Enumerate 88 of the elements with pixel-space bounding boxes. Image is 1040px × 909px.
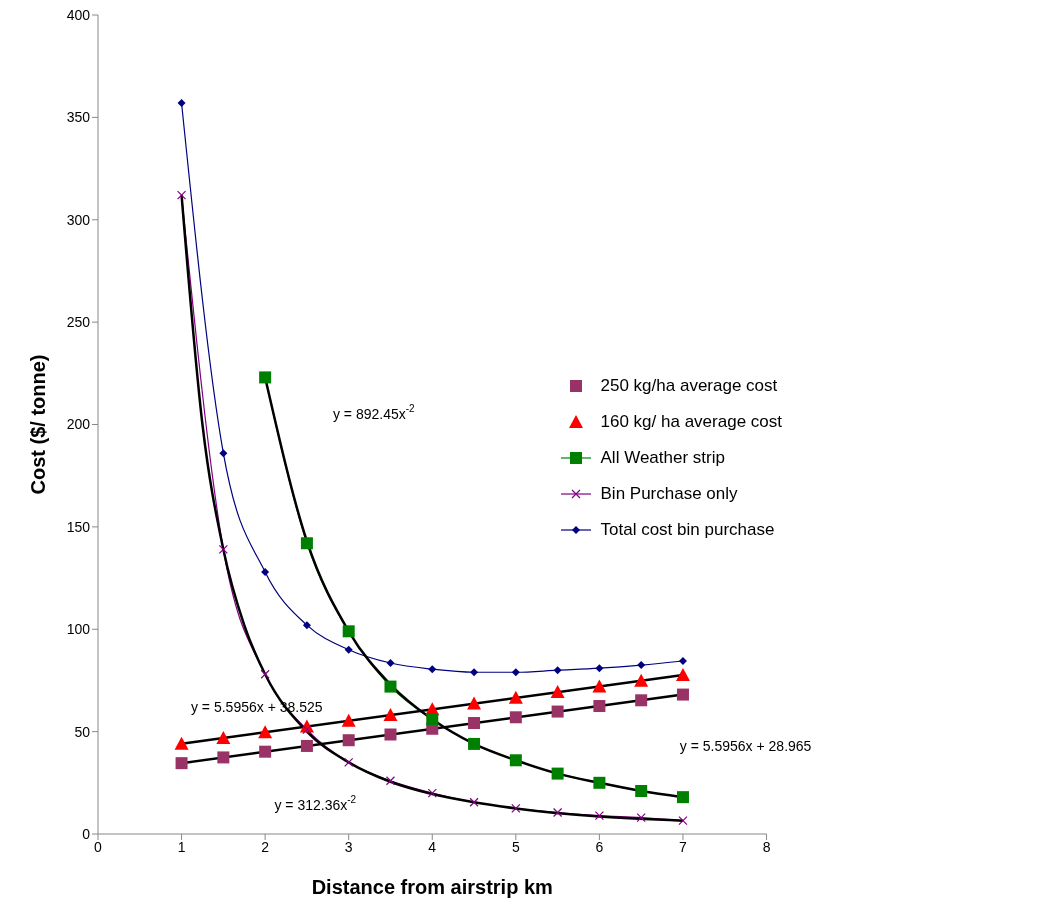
point: [302, 724, 312, 735]
point: [468, 717, 481, 730]
point: [341, 713, 356, 727]
x-tick-label: 5: [511, 838, 520, 855]
point: [634, 673, 649, 687]
x-tick-label: 7: [679, 838, 688, 855]
point: [593, 700, 606, 713]
point: [635, 694, 648, 707]
point: [637, 661, 646, 670]
x-tick-label: 2: [261, 838, 270, 855]
annotation: y = 5.5956x + 28.965: [679, 737, 812, 754]
point: [468, 737, 481, 750]
y-tick-label: 200: [66, 416, 91, 433]
point: [300, 537, 313, 550]
point: [217, 751, 230, 764]
point: [386, 659, 395, 668]
point: [595, 664, 604, 673]
point: [428, 665, 437, 674]
point: [636, 813, 646, 823]
legend-label: 250 kg/ha average cost: [600, 376, 778, 396]
legend-label: 160 kg/ ha average cost: [600, 412, 782, 432]
point: [385, 776, 396, 786]
y-tick-label: 150: [66, 518, 91, 535]
point: [678, 816, 688, 826]
point: [384, 680, 397, 693]
y-axis-title: Cost ($/ tonne): [27, 354, 50, 495]
point: [259, 371, 272, 384]
point: [344, 757, 354, 767]
x-tick-label: 1: [177, 838, 186, 855]
point: [426, 713, 439, 726]
point: [553, 807, 563, 818]
point: [508, 690, 523, 704]
y-tick-label: 100: [66, 621, 91, 638]
point: [593, 776, 606, 789]
point: [470, 668, 479, 677]
point: [342, 734, 355, 747]
point: [383, 708, 398, 722]
x-tick-label: 0: [94, 838, 103, 855]
y-tick-label: 400: [66, 6, 91, 23]
point: [300, 739, 313, 752]
point: [509, 754, 522, 767]
y-tick-label: 250: [66, 314, 91, 331]
point: [511, 803, 521, 814]
x-tick-label: 3: [344, 838, 353, 855]
legend-label: Bin Purchase only: [600, 484, 738, 504]
point: [219, 449, 228, 458]
point: [467, 696, 482, 710]
point: [261, 567, 270, 576]
point: [551, 767, 564, 780]
x-axis-title: Distance from airstrip km: [311, 876, 553, 898]
point: [592, 679, 607, 693]
point: [176, 190, 187, 200]
x-tick-label: 8: [762, 838, 771, 855]
x-tick-label: 4: [428, 838, 437, 855]
point: [260, 669, 270, 679]
point: [258, 725, 273, 739]
point: [218, 544, 228, 554]
y-tick-label: 300: [66, 211, 91, 228]
point: [594, 810, 604, 821]
point: [553, 666, 562, 675]
y-tick-label: 350: [66, 109, 91, 126]
point: [174, 736, 189, 750]
annotation: y = 892.45x$^{-2}$: [332, 403, 416, 423]
point: [551, 705, 564, 718]
point: [302, 621, 311, 630]
point: [675, 667, 690, 681]
point: [344, 645, 353, 654]
point: [550, 685, 565, 699]
legend-label: All Weather strip: [600, 448, 725, 468]
point: [511, 668, 520, 677]
point: [216, 730, 231, 744]
legend-label: Total cost bin purchase: [600, 520, 775, 540]
point: [678, 656, 687, 665]
point: [676, 791, 689, 804]
point: [175, 757, 188, 770]
point: [635, 785, 648, 797]
point: [342, 625, 355, 638]
point: [509, 711, 522, 724]
y-tick-label: 0: [82, 825, 91, 842]
point: [259, 745, 272, 758]
point: [384, 728, 397, 741]
annotation: y = 312.36x$^{-2}$: [274, 794, 357, 814]
point: [177, 99, 186, 108]
point: [427, 788, 437, 798]
point: [469, 797, 479, 807]
y-tick-label: 50: [74, 723, 91, 740]
point: [676, 688, 689, 701]
x-tick-label: 6: [595, 838, 604, 855]
